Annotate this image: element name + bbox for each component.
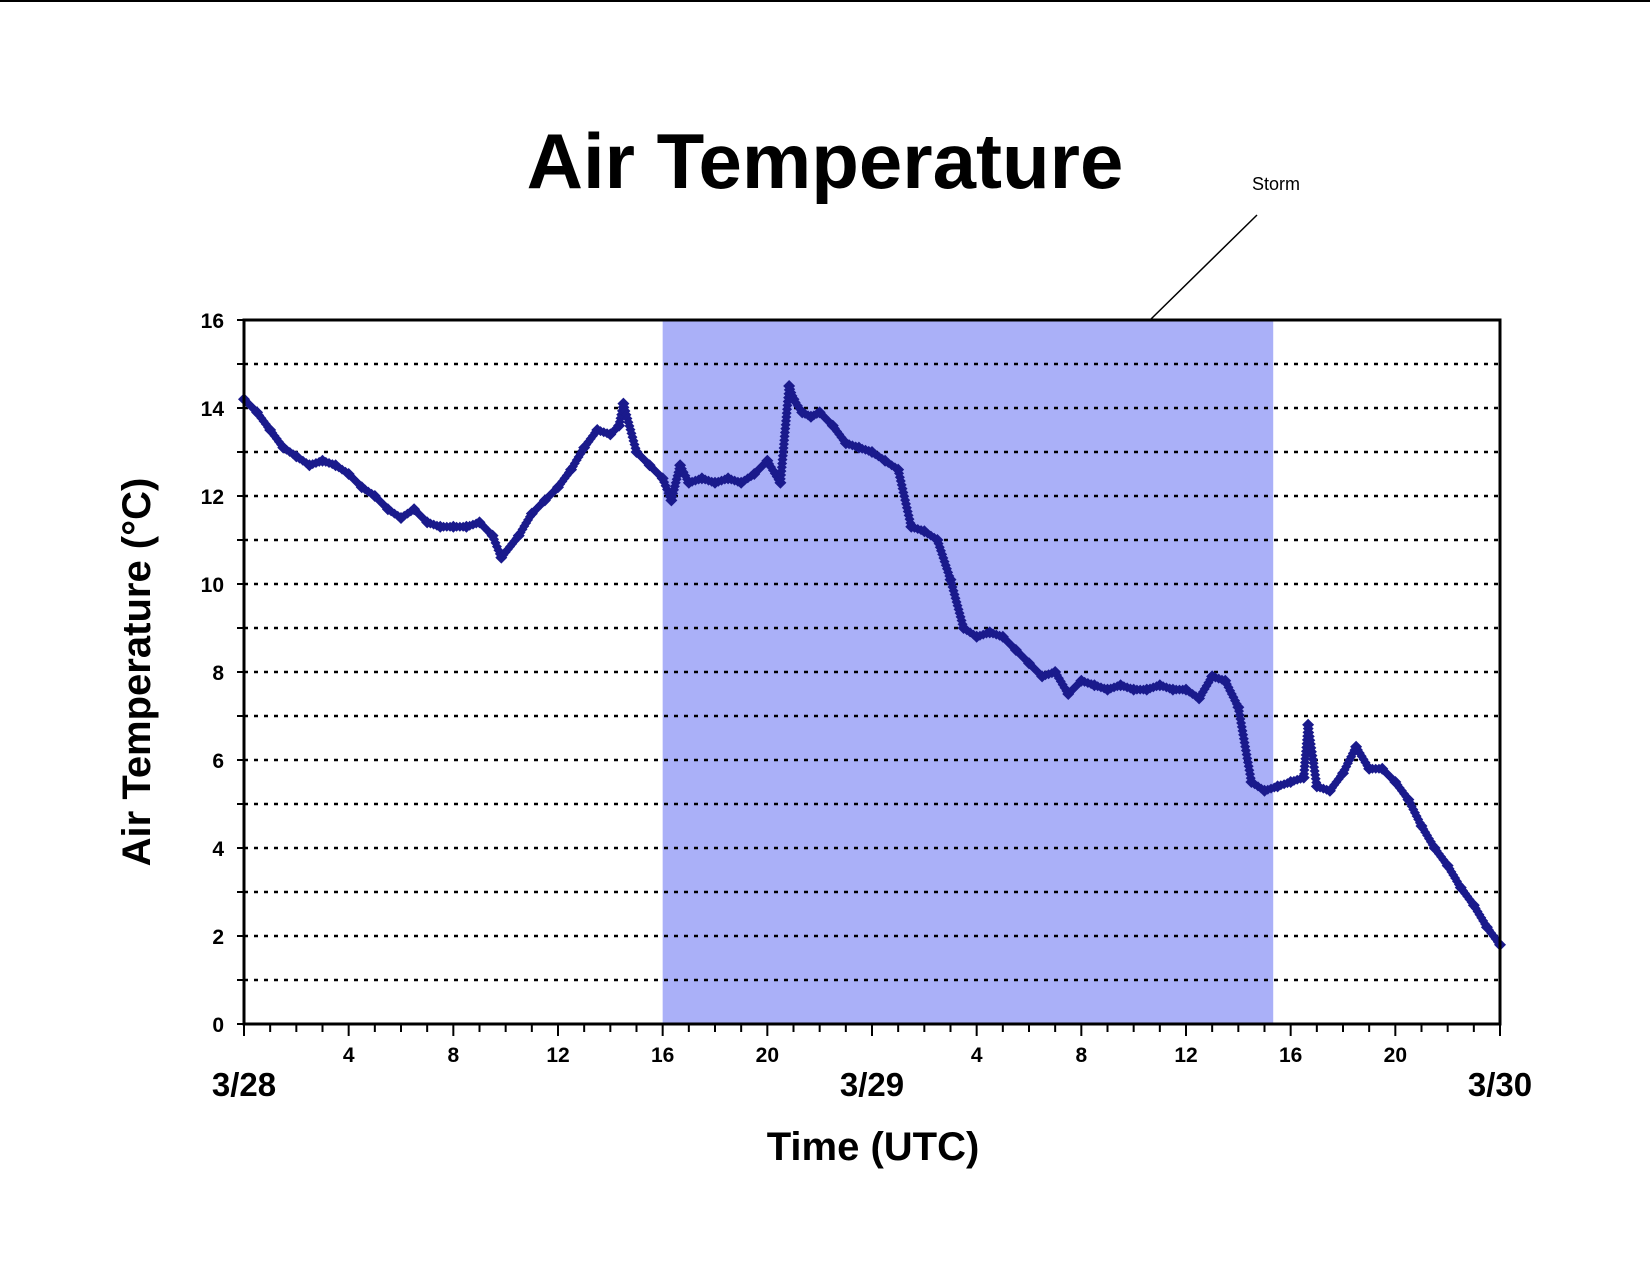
x-date-label: 3/30 [1468,1066,1532,1103]
y-tick-label: 14 [201,398,225,421]
y-tick-label: 10 [201,574,224,597]
x-tick-label: 4 [971,1044,983,1067]
y-tick-label: 4 [212,838,224,861]
data-point [386,506,397,517]
top-border [0,0,1650,2]
y-axis: 0 2 4 6 8 10 12 14 16 [201,310,244,1037]
y-tick-label: 12 [201,486,224,509]
y-tick-label: 6 [212,750,224,773]
x-tick-label: 20 [1384,1044,1407,1067]
data-points [238,380,1506,951]
y-tick-label: 0 [212,1014,224,1037]
data-point [1018,652,1029,663]
storm-annotation-line [1149,214,1258,321]
x-tick-label: 8 [1075,1044,1087,1067]
y-tick-label: 8 [212,662,224,685]
x-tick-label: 16 [1279,1044,1302,1067]
x-axis: 4 8 12 16 20 4 8 12 16 20 3/28 3/29 3/30 [212,1024,1532,1103]
data-point [411,506,422,517]
y-axis-title: Air Temperature (°C) [115,478,159,867]
y-tick-label: 16 [201,310,224,333]
x-tick-label: 12 [546,1044,569,1067]
x-axis-title: Time (UTC) [767,1125,980,1169]
x-tick-label: 4 [343,1044,355,1067]
x-tick-label: 16 [651,1044,674,1067]
x-date-label: 3/28 [212,1066,276,1103]
x-tick-label: 8 [447,1044,459,1067]
x-tick-label: 20 [756,1044,779,1067]
chart-title: Air Temperature [527,117,1124,205]
y-tick-label: 2 [212,926,224,949]
x-tick-label: 12 [1174,1044,1197,1067]
storm-annotation-label: Storm [1252,174,1300,194]
x-date-label: 3/29 [840,1066,904,1103]
